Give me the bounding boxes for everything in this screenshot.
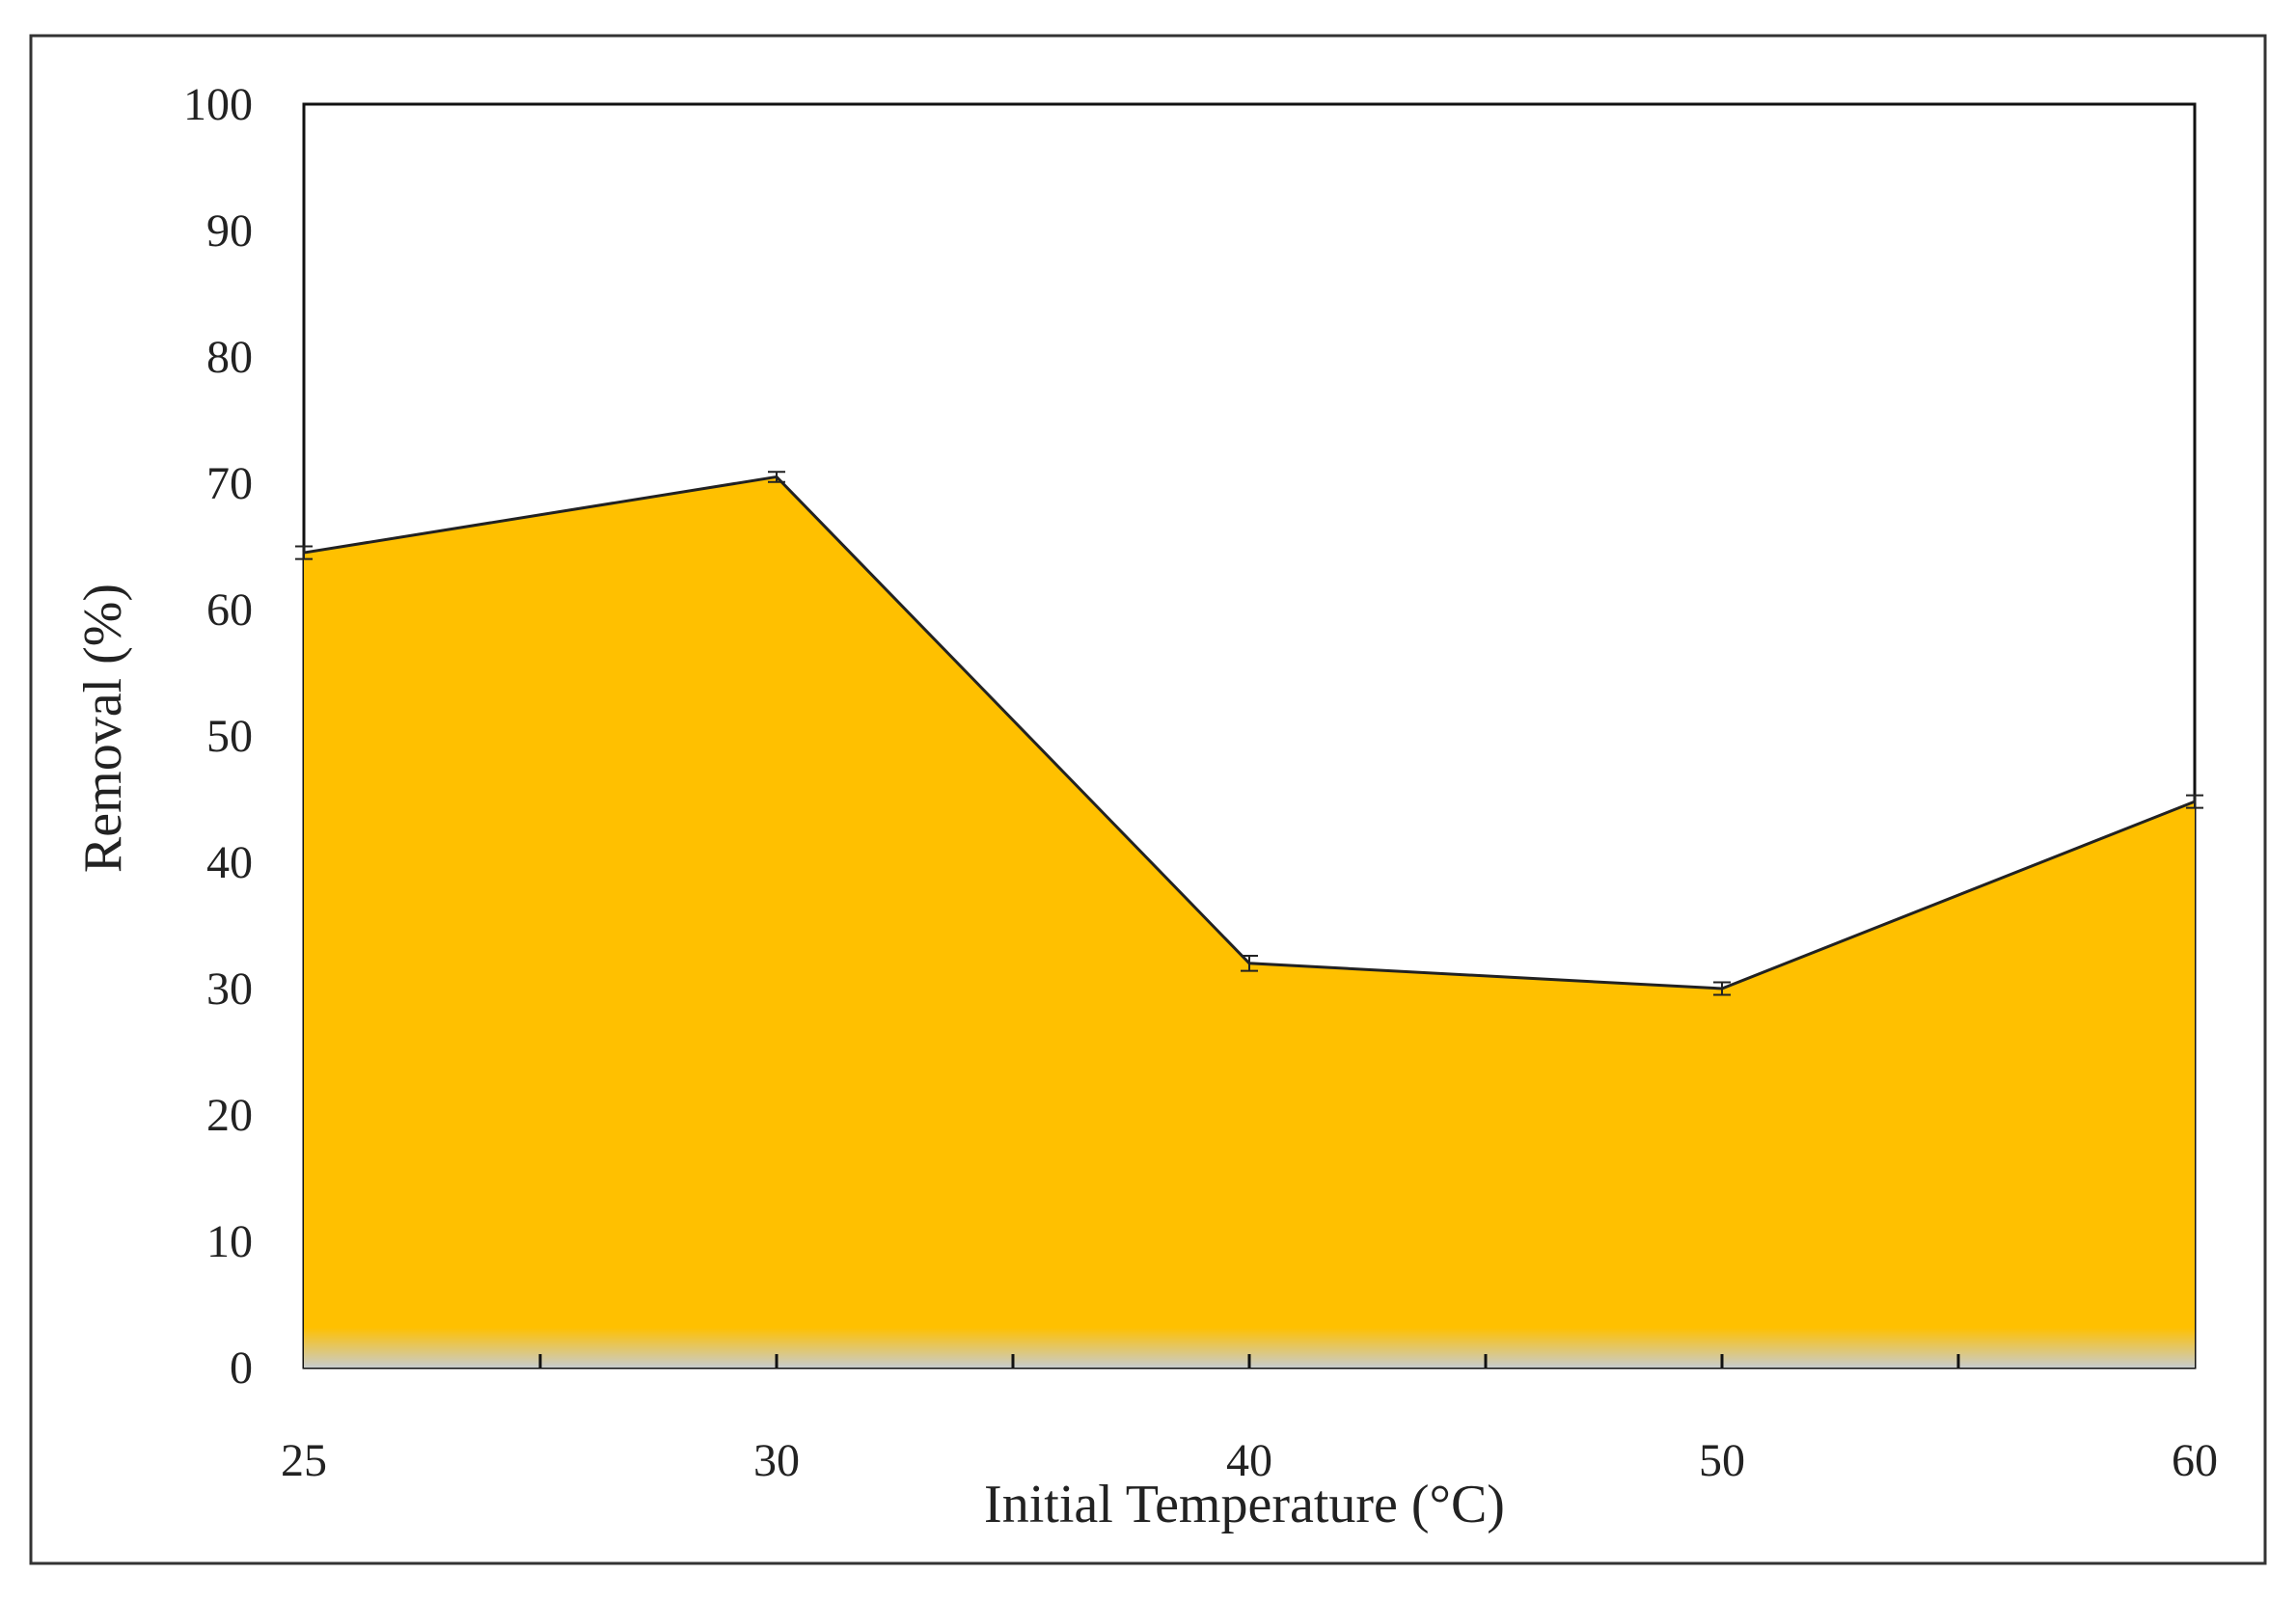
x-tick-label-25: 25 xyxy=(281,1435,327,1486)
error-bar-30 xyxy=(768,471,785,483)
error-bar-50 xyxy=(1713,981,1731,996)
x-tick-label-40: 40 xyxy=(1226,1435,1272,1486)
x-tick-label-50: 50 xyxy=(1699,1435,1745,1486)
y-tick-label-40: 40 xyxy=(206,837,253,888)
x-tick-marks xyxy=(538,1354,1960,1368)
area-fill xyxy=(304,476,2195,1368)
y-tick-label-100: 100 xyxy=(183,79,253,130)
error-bar-40 xyxy=(1241,954,1258,972)
y-tick-label-50: 50 xyxy=(206,711,253,762)
error-bar-25 xyxy=(295,545,313,560)
y-tick-label-90: 90 xyxy=(206,205,253,257)
y-tick-label-70: 70 xyxy=(206,458,253,509)
y-tick-label-20: 20 xyxy=(206,1090,253,1141)
error-bar-60 xyxy=(2186,794,2203,809)
x-axis-title: Initial Temperature (°C) xyxy=(984,1475,1505,1534)
x-tick-label-60: 60 xyxy=(2172,1435,2218,1486)
y-tick-label-0: 0 xyxy=(230,1343,253,1394)
y-tick-labels: 0 10 20 30 40 50 60 70 80 90 100 xyxy=(183,79,253,1394)
y-axis-title: Removal (%) xyxy=(73,583,133,873)
error-bars xyxy=(295,471,2203,996)
y-tick-label-60: 60 xyxy=(206,584,253,636)
y-tick-label-30: 30 xyxy=(206,963,253,1015)
figure-border xyxy=(29,34,2267,1565)
y-tick-label-10: 10 xyxy=(206,1216,253,1267)
x-tick-labels: 25 30 40 50 60 xyxy=(281,1435,2218,1486)
x-tick-label-30: 30 xyxy=(753,1435,800,1486)
y-tick-label-80: 80 xyxy=(206,332,253,383)
